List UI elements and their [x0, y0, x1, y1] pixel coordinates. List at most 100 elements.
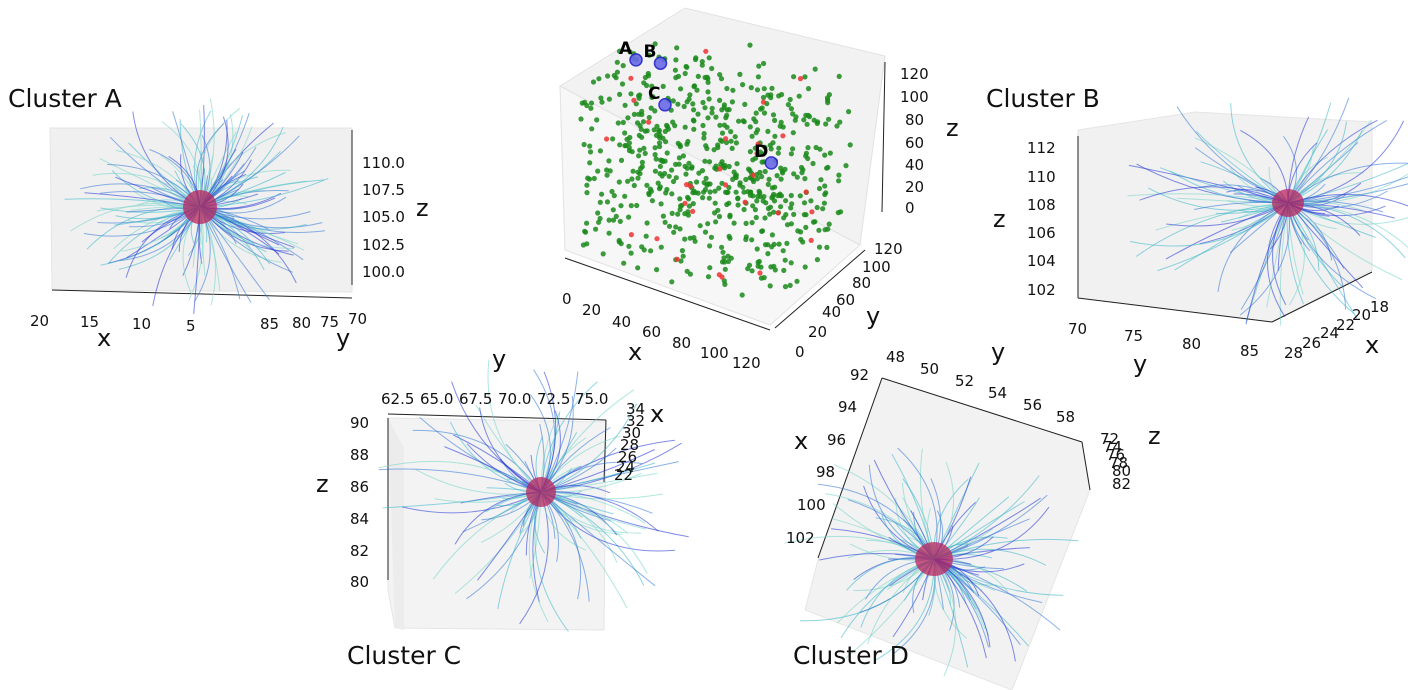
scatter-point	[778, 165, 784, 171]
scatter-point	[793, 114, 799, 120]
scatter-point	[743, 236, 749, 243]
scatter-point	[702, 105, 708, 111]
scatter-point	[791, 211, 797, 217]
scatter-point	[753, 214, 759, 221]
trajectory-line	[487, 359, 542, 493]
scatter-point	[768, 92, 774, 98]
scatter-point	[776, 145, 782, 151]
scatter-point	[767, 211, 773, 217]
cluster-b-z-tick: 112	[1027, 139, 1056, 157]
scatter-point	[652, 41, 658, 47]
scatter-point	[756, 63, 762, 69]
scatter-point	[750, 193, 756, 199]
scatter-point	[584, 190, 590, 196]
cluster-b-z-tick: 110	[1027, 168, 1056, 186]
scatter-point	[823, 121, 829, 127]
scatter-point	[634, 202, 640, 209]
scatter-point	[644, 182, 650, 188]
scatter-point	[622, 102, 628, 108]
scatter-point	[582, 229, 589, 235]
scatter-point	[589, 126, 595, 132]
cluster-d-z-label: z	[1148, 422, 1161, 450]
scatter-point	[673, 224, 679, 230]
scatter-point	[606, 96, 613, 102]
scatter-point	[639, 108, 645, 114]
scatter-point	[720, 249, 726, 255]
cluster-b-panel: Cluster B 112 110 108 106 104 102 z 70 7…	[986, 84, 1408, 378]
scatter-point	[581, 141, 587, 148]
scatter-point	[775, 210, 781, 216]
trajectory-line	[378, 460, 542, 493]
cluster-c-center	[526, 477, 556, 507]
scatter-point	[629, 149, 635, 155]
scatter-point	[725, 189, 731, 195]
cluster-d-x-label: x	[794, 427, 808, 455]
scatter-point	[695, 111, 701, 117]
trajectory-line	[1287, 176, 1408, 204]
scatter-point	[660, 83, 666, 89]
scatter-point	[701, 189, 707, 195]
cluster-marker	[658, 98, 672, 112]
scatter-point	[657, 171, 663, 177]
scatter-point	[771, 198, 778, 204]
scatter-point	[669, 279, 675, 285]
scatter-point	[619, 81, 626, 87]
scatter-point	[598, 95, 604, 101]
scatter-point	[628, 203, 634, 209]
scatter-point	[650, 94, 656, 100]
overview-z-tick: 120	[900, 65, 929, 83]
cluster-a-z-tick: 100.0	[362, 263, 405, 281]
scatter-point	[802, 74, 808, 80]
scatter-point	[740, 118, 746, 124]
scatter-point	[643, 233, 649, 239]
scatter-point	[604, 172, 610, 178]
scatter-point	[604, 199, 611, 205]
scatter-point	[742, 101, 748, 107]
scatter-point	[701, 131, 707, 137]
scatter-point	[823, 190, 829, 196]
overview-x-label: x	[628, 338, 642, 366]
scatter-point	[804, 121, 810, 127]
scatter-point	[611, 72, 617, 79]
scatter-point	[713, 163, 719, 169]
cluster-c-y-tick: 65.0	[420, 390, 453, 408]
cluster-d-y-tick: 56	[1023, 396, 1042, 414]
trajectory-line	[1147, 187, 1289, 211]
scatter-point	[588, 105, 594, 111]
overview-panel: A BCD 0 20 40 60 80 100 120 x 0 20 40 60 …	[558, 7, 959, 372]
scatter-point	[606, 217, 612, 223]
scatter-point	[628, 91, 634, 97]
scatter-point	[794, 174, 800, 180]
cluster-c-y-tick: 62.5	[381, 390, 414, 408]
trajectory-line	[1130, 202, 1289, 247]
scatter-point	[652, 145, 658, 151]
scatter-point	[723, 136, 729, 142]
scatter-point	[613, 213, 619, 219]
scatter-point	[729, 99, 736, 105]
cluster-b-x-tick: 22	[1336, 316, 1355, 334]
scatter-point	[808, 237, 814, 243]
cluster-a-panel: Cluster A 20 15 10 5 x 85 80 75 70 y 110…	[8, 84, 429, 352]
overview-points	[578, 41, 853, 298]
trajectory-line	[1239, 202, 1291, 316]
scatter-point	[722, 281, 728, 287]
overview-z-axis	[881, 61, 886, 213]
cluster-marker-label: C	[648, 84, 660, 104]
scatter-point	[640, 119, 647, 125]
scatter-point	[584, 102, 590, 109]
scatter-point	[662, 158, 668, 164]
scatter-point	[627, 49, 633, 55]
scatter-point	[680, 153, 687, 159]
overview-z-tick: 40	[905, 156, 924, 174]
scatter-point	[705, 274, 712, 280]
scatter-point	[847, 142, 853, 148]
scatter-point	[728, 129, 734, 135]
scatter-point	[775, 193, 781, 199]
scatter-point	[805, 155, 811, 162]
trajectory-line	[378, 468, 542, 493]
scatter-point	[802, 264, 808, 270]
overview-x-tick: 20	[582, 301, 601, 319]
overview-y-tick: 20	[808, 323, 827, 341]
cluster-b-x-tick: 28	[1284, 344, 1303, 362]
